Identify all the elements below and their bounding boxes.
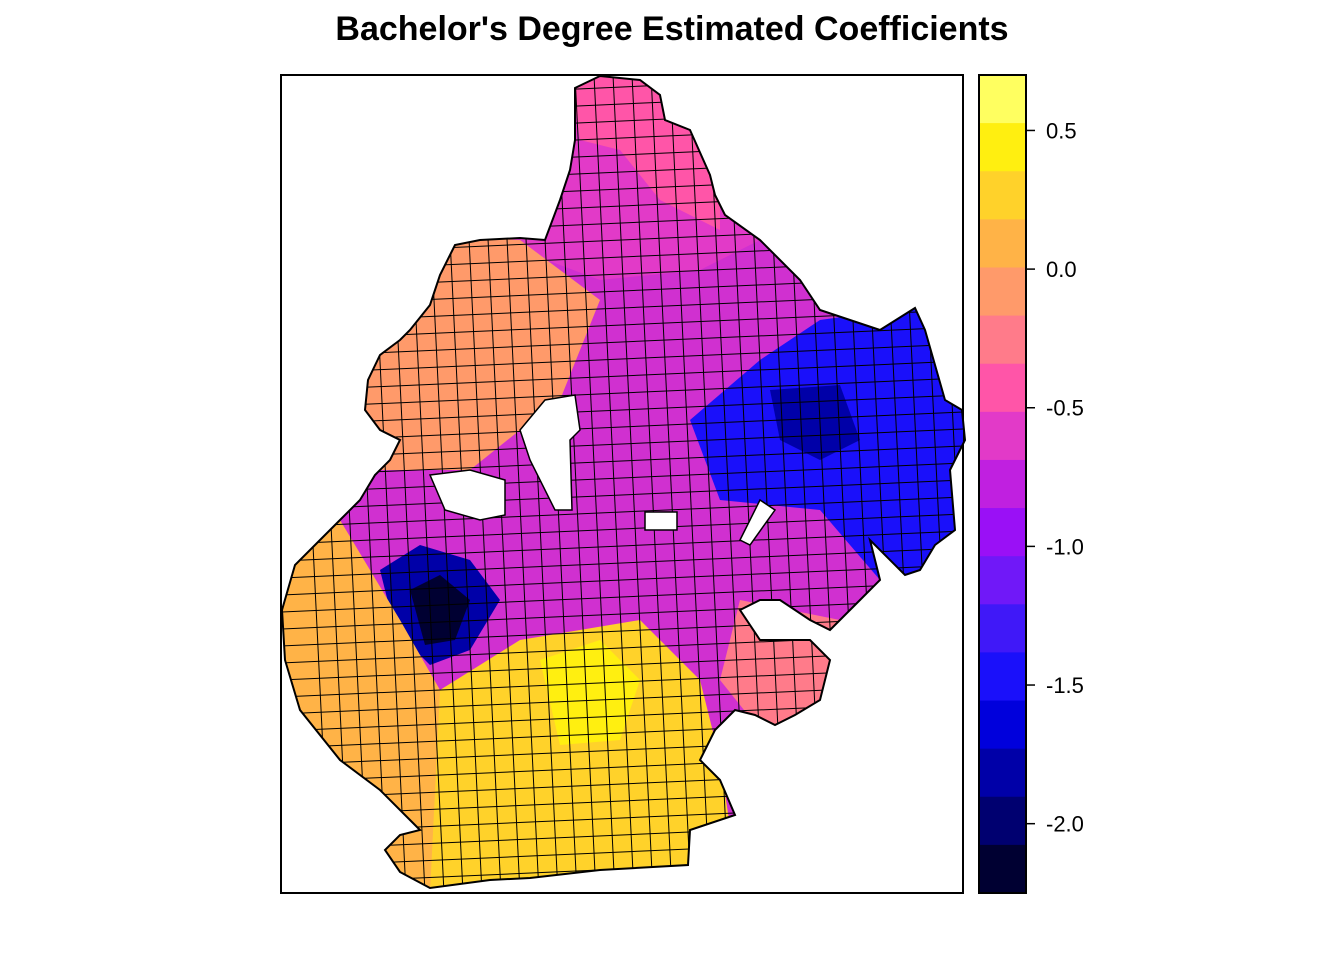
tract-line — [650, 76, 692, 888]
legend-tick-label: -1.5 — [1046, 673, 1084, 698]
legend-swatch — [979, 123, 1026, 172]
tract-line — [574, 76, 616, 888]
tract-line — [282, 462, 964, 494]
tract-region-darkest — [410, 575, 470, 645]
legend-swatch — [979, 315, 1026, 365]
park-green-wood — [428, 469, 506, 521]
legend-tick-label: -2.0 — [1046, 812, 1084, 837]
tract-region-south — [430, 620, 740, 888]
legend-frame — [978, 74, 1027, 894]
tract-line — [282, 496, 964, 528]
tract-line — [282, 598, 964, 630]
tract-line — [593, 76, 635, 888]
legend-swatch — [979, 267, 1026, 317]
tract-line — [282, 394, 964, 426]
legend-swatch — [979, 796, 1026, 846]
tract-line — [631, 76, 673, 888]
legend-swatch — [979, 652, 1026, 702]
census-tracts — [282, 76, 965, 888]
legend-swatch — [979, 75, 1026, 124]
map-frame — [280, 74, 964, 894]
tract-line — [282, 428, 964, 460]
legend-swatches — [979, 75, 1026, 894]
tract-line — [327, 76, 369, 888]
legend-tick-label: 0.5 — [1046, 118, 1077, 143]
legend-tick-label: 0.0 — [1046, 257, 1077, 282]
legend-swatch — [979, 508, 1026, 557]
tract-line — [282, 513, 964, 545]
legend-swatch — [979, 363, 1026, 413]
tract-line — [308, 76, 350, 888]
park-prospect — [519, 394, 581, 511]
legend-ticks: 0.5 0.0 -0.5 -1.0 -1.5 -2.0 — [1026, 118, 1084, 837]
tract-region-east-dark — [770, 385, 860, 460]
tract-line — [282, 547, 964, 579]
tract-line — [282, 343, 964, 375]
park-small — [644, 511, 678, 531]
legend-swatch — [979, 700, 1026, 750]
legend-swatch — [979, 556, 1026, 605]
tract-line — [282, 530, 964, 562]
tract-line — [282, 564, 964, 596]
tract-line — [612, 76, 654, 888]
tract-line — [282, 479, 964, 511]
legend-swatch — [979, 604, 1026, 653]
park-east — [738, 498, 777, 546]
legend-swatch — [979, 411, 1026, 461]
color-legend: 0.5 0.0 -0.5 -1.0 -1.5 -2.0 — [978, 74, 1084, 894]
tract-line — [282, 360, 964, 392]
tract-line — [289, 76, 331, 888]
legend-swatch — [979, 459, 1026, 509]
legend-swatch — [979, 748, 1026, 798]
legend-tick-label: -0.5 — [1046, 396, 1084, 421]
legend-swatch — [979, 844, 1026, 894]
tract-line — [555, 76, 597, 888]
tract-line — [282, 445, 964, 477]
legend-tick-label: -1.0 — [1046, 534, 1084, 559]
tract-line — [282, 326, 964, 358]
tract-line — [282, 377, 964, 409]
legend-swatch — [979, 171, 1026, 220]
tract-line — [282, 581, 964, 613]
parks — [428, 394, 777, 546]
legend-swatch — [979, 219, 1026, 268]
map-title: Bachelor's Degree Estimated Coefficients — [335, 10, 1009, 48]
